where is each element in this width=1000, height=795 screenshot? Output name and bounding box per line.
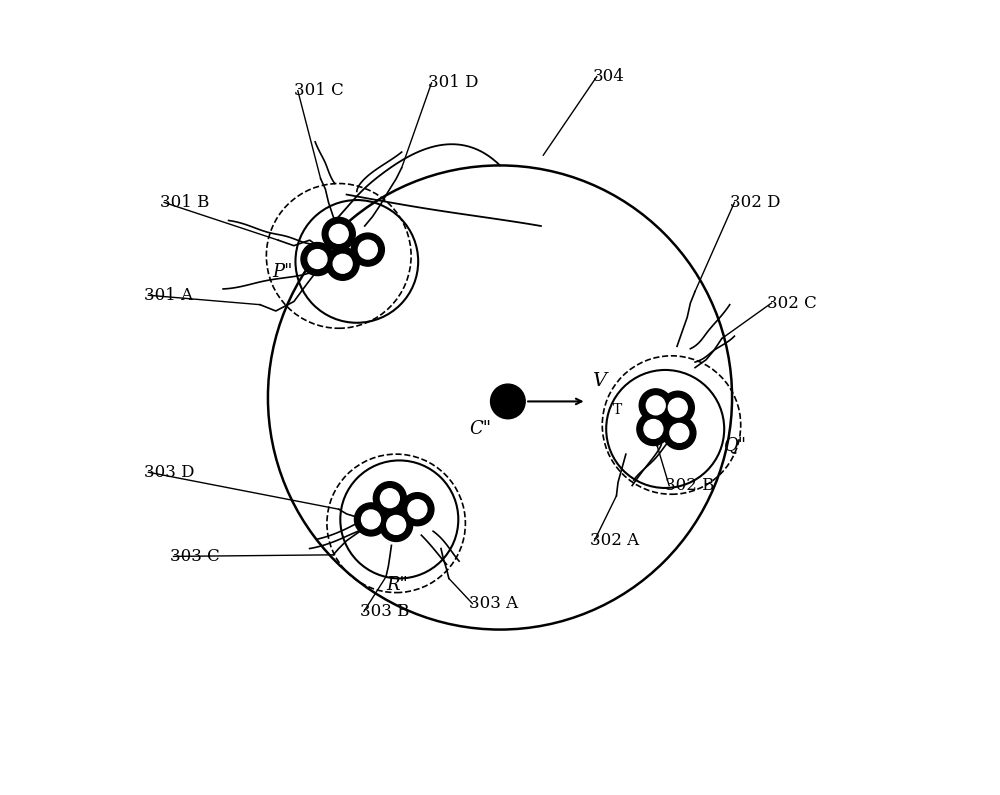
Circle shape — [646, 396, 665, 415]
Text: 301 B: 301 B — [160, 194, 210, 211]
Text: 303 C: 303 C — [170, 548, 219, 565]
Circle shape — [408, 500, 427, 518]
Circle shape — [362, 510, 380, 529]
Circle shape — [333, 254, 352, 273]
Circle shape — [637, 413, 670, 445]
Circle shape — [380, 489, 399, 508]
Text: T: T — [612, 403, 622, 417]
Circle shape — [322, 217, 355, 250]
Circle shape — [639, 389, 672, 422]
Text: 303 D: 303 D — [144, 463, 195, 481]
Text: R": R" — [386, 576, 408, 594]
Circle shape — [301, 242, 334, 276]
Circle shape — [326, 247, 359, 281]
Circle shape — [661, 391, 694, 425]
Circle shape — [351, 233, 384, 266]
Text: C": C" — [469, 420, 491, 437]
Circle shape — [380, 509, 413, 541]
Circle shape — [387, 515, 406, 534]
Text: 303 B: 303 B — [360, 603, 409, 620]
Circle shape — [373, 482, 406, 514]
Circle shape — [491, 384, 525, 419]
Text: 304: 304 — [593, 68, 625, 85]
Circle shape — [308, 250, 327, 269]
Circle shape — [670, 424, 689, 442]
Circle shape — [663, 417, 696, 449]
Text: 302 A: 302 A — [590, 532, 640, 549]
Text: 302 D: 302 D — [730, 194, 781, 211]
Circle shape — [358, 240, 377, 259]
Text: 302 C: 302 C — [767, 295, 817, 312]
Text: V: V — [592, 371, 606, 390]
Text: 301 D: 301 D — [428, 75, 478, 91]
Circle shape — [329, 224, 348, 243]
Text: Q": Q" — [724, 436, 747, 454]
Circle shape — [668, 398, 687, 417]
Text: 303 A: 303 A — [469, 595, 518, 612]
Circle shape — [644, 420, 663, 438]
Text: 302 B: 302 B — [665, 477, 715, 494]
Circle shape — [401, 493, 434, 525]
Text: P": P" — [272, 262, 292, 281]
Text: 301 A: 301 A — [144, 287, 194, 304]
Text: 301 C: 301 C — [294, 82, 344, 99]
Circle shape — [354, 503, 388, 536]
